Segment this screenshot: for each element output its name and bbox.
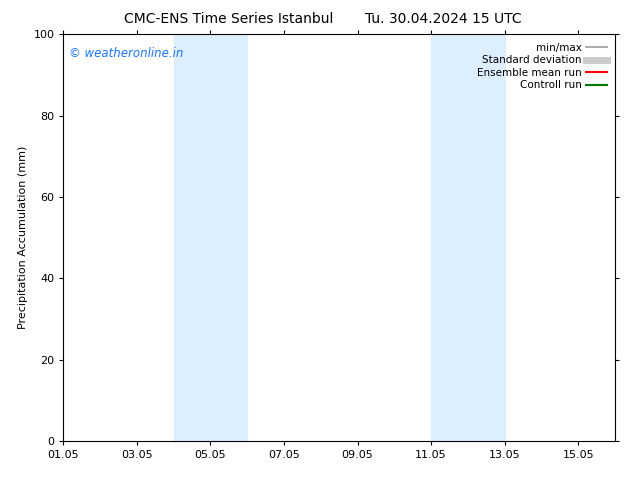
Text: © weatheronline.in: © weatheronline.in [69,47,183,59]
Y-axis label: Precipitation Accumulation (mm): Precipitation Accumulation (mm) [18,146,28,329]
Text: Tu. 30.04.2024 15 UTC: Tu. 30.04.2024 15 UTC [365,12,522,26]
Bar [174,34,247,441]
Legend: min/max, Standard deviation, Ensemble mean run, Controll run: min/max, Standard deviation, Ensemble me… [474,40,610,94]
Bar [431,34,505,441]
Text: CMC-ENS Time Series Istanbul: CMC-ENS Time Series Istanbul [124,12,333,26]
